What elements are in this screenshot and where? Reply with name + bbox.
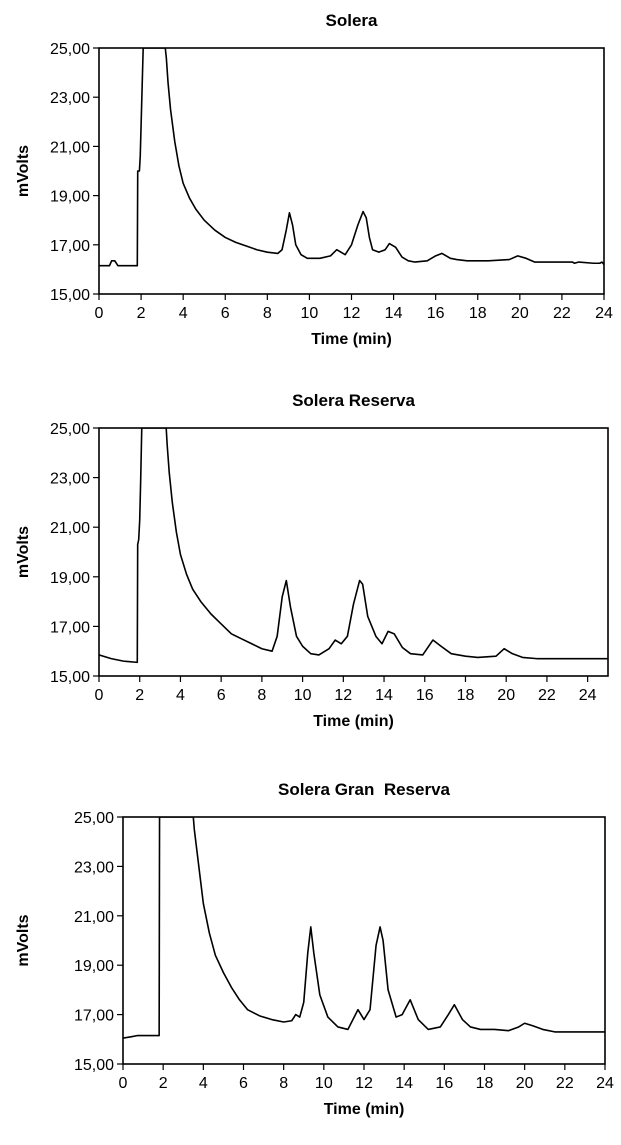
y-axis-label: mVolts: [15, 526, 32, 578]
chart-title: Solera: [326, 11, 379, 30]
x-tick-label: 14: [375, 687, 393, 704]
chart-title: Solera Gran Reserva: [278, 780, 451, 799]
x-tick-label: 16: [435, 1075, 453, 1092]
y-axis-label: mVolts: [15, 145, 32, 197]
y-tick-label: 19,00: [50, 570, 90, 587]
y-tick-label: 15,00: [50, 287, 90, 304]
y-tick-label: 17,00: [50, 619, 90, 636]
y-axis-label: mVolts: [15, 914, 32, 966]
x-tick-label: 6: [221, 305, 230, 322]
x-tick-label: 0: [95, 305, 104, 322]
x-tick-label: 22: [538, 687, 556, 704]
x-tick-label: 22: [556, 1075, 574, 1092]
x-tick-label: 20: [516, 1075, 534, 1092]
y-tick-label: 19,00: [50, 189, 90, 206]
y-tick-label: 25,00: [50, 421, 90, 438]
x-tick-label: 18: [457, 687, 475, 704]
x-tick-label: 14: [385, 305, 403, 322]
chart-title: Solera Reserva: [292, 391, 415, 410]
x-tick-label: 12: [355, 1075, 373, 1092]
y-tick-label: 17,00: [74, 1008, 114, 1025]
x-tick-label: 20: [511, 305, 529, 322]
x-tick-label: 14: [395, 1075, 413, 1092]
x-tick-label: 6: [217, 687, 226, 704]
chromatogram-3: Solera Gran Reserva 15,00 17,00 19,00 21,00 2…: [15, 780, 614, 1118]
x-tick-label: 2: [159, 1075, 168, 1092]
chromatogram-trace: [99, 428, 608, 664]
x-tick-label: 18: [476, 1075, 494, 1092]
x-tick-label: 20: [497, 687, 515, 704]
x-axis-label: Time (min): [311, 331, 392, 348]
x-tick-label: 12: [343, 305, 361, 322]
x-tick-label: 10: [315, 1075, 333, 1092]
chromatogram-2: Solera Reserva 15,00 17,00 19,00 21,00 23,00 2…: [15, 391, 609, 730]
y-tick-label: 17,00: [50, 238, 90, 255]
x-tick-label: 24: [579, 687, 597, 704]
x-tick-label: 10: [294, 687, 312, 704]
y-tick-label: 23,00: [50, 471, 90, 488]
x-tick-label: 8: [257, 687, 266, 704]
x-tick-label: 4: [199, 1075, 208, 1092]
x-tick-label: 4: [176, 687, 185, 704]
x-tick-label: 12: [334, 687, 352, 704]
x-tick-label: 8: [279, 1075, 288, 1092]
x-tick-label: 24: [596, 1075, 614, 1092]
x-tick-label: 6: [239, 1075, 248, 1092]
x-tick-label: 22: [553, 305, 571, 322]
x-tick-label: 2: [135, 687, 144, 704]
x-axis-label: Time (min): [324, 1101, 405, 1118]
chromatogram-trace: [123, 817, 605, 1039]
chromatogram-trace: [99, 48, 604, 267]
x-tick-label: 0: [119, 1075, 128, 1092]
y-tick-label: 23,00: [50, 90, 90, 107]
y-tick-label: 23,00: [74, 859, 114, 876]
y-tick-label: 21,00: [50, 139, 90, 156]
plot-frame: [122, 816, 606, 1065]
plot-frame: [98, 47, 605, 295]
x-tick-label: 8: [263, 305, 272, 322]
x-tick-label: 18: [469, 305, 487, 322]
y-tick-label: 15,00: [74, 1057, 114, 1074]
y-tick-label: 21,00: [74, 909, 114, 926]
x-tick-label: 16: [427, 305, 445, 322]
plot-frame: [98, 427, 609, 677]
y-tick-label: 25,00: [74, 810, 114, 827]
y-tick-label: 19,00: [74, 958, 114, 975]
x-tick-label: 10: [301, 305, 319, 322]
y-tick-label: 21,00: [50, 520, 90, 537]
x-tick-label: 0: [95, 687, 104, 704]
x-tick-label: 2: [137, 305, 146, 322]
x-tick-label: 16: [416, 687, 434, 704]
x-tick-label: 24: [595, 305, 613, 322]
x-axis-label: Time (min): [313, 713, 394, 730]
x-tick-label: 4: [179, 305, 188, 322]
y-tick-label: 15,00: [50, 669, 90, 686]
y-tick-label: 25,00: [50, 41, 90, 58]
